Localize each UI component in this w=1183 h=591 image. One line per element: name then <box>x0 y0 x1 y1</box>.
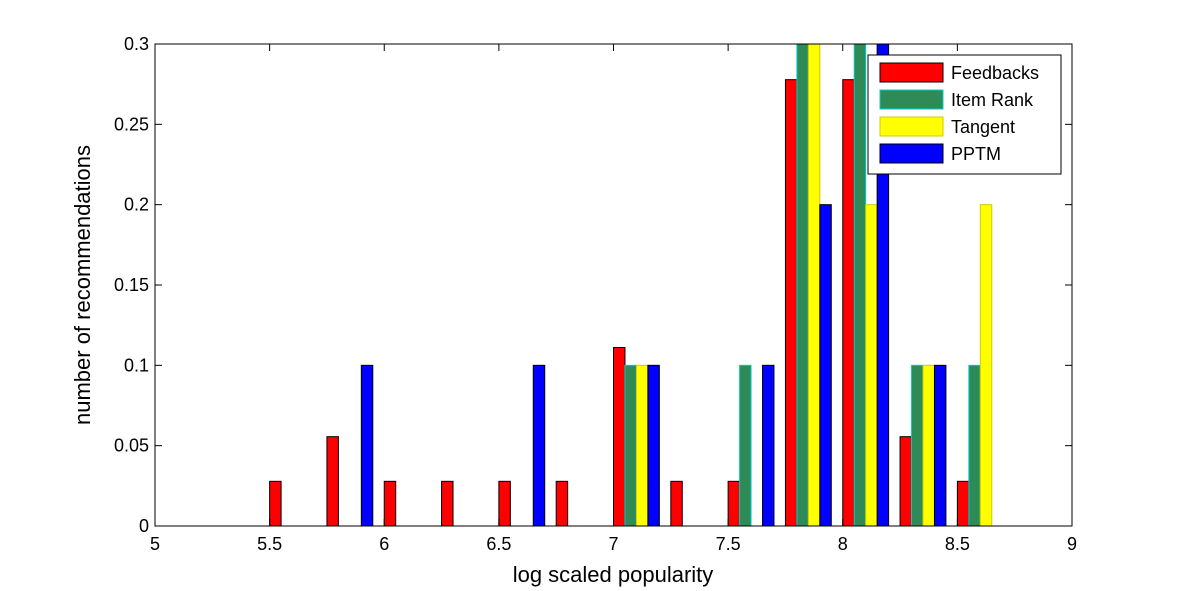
x-tick-label: 8 <box>838 534 848 554</box>
bar-feedbacks-bin-11 <box>784 79 798 527</box>
bar-item-rank-bin-8 <box>624 364 637 527</box>
bar-item-rank-bin-12 <box>853 43 867 527</box>
bar-feedbacks-bin-10 <box>727 480 741 527</box>
bars-layer <box>269 43 993 527</box>
x-tick-label: 5.5 <box>257 534 282 554</box>
y-tick-label: 0.05 <box>114 436 149 456</box>
bar-item-rank-bin-13 <box>911 364 924 527</box>
y-tick-label: 0.3 <box>124 34 149 54</box>
bar-feedbacks-bin-6 <box>498 480 511 527</box>
x-tick-label: 7 <box>608 534 618 554</box>
legend-swatch-feedbacks <box>879 62 944 83</box>
bar-item-rank-bin-10 <box>739 364 752 527</box>
x-tick-label: 9 <box>1067 534 1077 554</box>
y-tick-label: 0.1 <box>124 355 149 375</box>
bar-feedbacks-bin-12 <box>842 79 855 527</box>
legend-label: PPTM <box>951 144 1001 164</box>
x-tick-label: 8.5 <box>945 534 970 554</box>
y-axis-label: number of recommendations <box>70 145 95 425</box>
bar-feedbacks-bin-14 <box>956 480 970 527</box>
y-tick-label: 0.2 <box>124 195 149 215</box>
bar-feedbacks-bin-7 <box>555 480 569 527</box>
bar-pptm-bin-8 <box>647 364 660 527</box>
y-tick-label: 0 <box>139 516 149 536</box>
bar-tangent-bin-12 <box>865 204 878 527</box>
bar-tangent-bin-8 <box>635 364 649 527</box>
x-axis-label: log scaled popularity <box>513 562 714 587</box>
legend-label: Feedbacks <box>951 63 1039 83</box>
bar-item-rank-bin-14 <box>968 364 981 527</box>
bar-feedbacks-bin-3 <box>326 436 339 527</box>
x-tick-label: 6.5 <box>486 534 511 554</box>
x-tick-label: 5 <box>150 534 160 554</box>
axes-layer: 5 5.5 6 6.5 7 7.5 8 8.5 9 0 0.05 0.1 0.15 0.2 0.25 0.3 <box>114 34 1077 554</box>
bar-feedbacks-bin-5 <box>441 480 454 527</box>
bar-feedbacks-bin-4 <box>383 480 397 527</box>
bar-item-rank-bin-11 <box>796 43 809 527</box>
y-tick-label: 0.15 <box>114 275 149 295</box>
legend-swatch-tangent <box>879 116 944 137</box>
bar-pptm-bin-11 <box>819 204 832 527</box>
bar-feedbacks-bin-2 <box>269 480 282 527</box>
bar-tangent-bin-13 <box>922 364 935 527</box>
legend-swatch-pptm <box>879 143 944 164</box>
y-tick-label: 0.25 <box>114 114 149 134</box>
x-tick-label: 7.5 <box>716 534 741 554</box>
legend-label: Tangent <box>951 117 1015 137</box>
bar-pptm-bin-13 <box>933 364 947 527</box>
x-tick-label: 6 <box>379 534 389 554</box>
bar-feedbacks-bin-9 <box>670 480 683 527</box>
legend-label: Item Rank <box>951 90 1034 110</box>
bar-pptm-bin-6 <box>532 364 546 527</box>
bar-pptm-bin-10 <box>762 364 775 527</box>
legend-swatch-item-rank <box>879 89 944 110</box>
legend: Feedbacks Item Rank Tangent PPTM <box>867 54 1062 175</box>
bar-tangent-bin-14 <box>979 204 993 527</box>
bar-pptm-bin-3 <box>360 364 374 527</box>
bar-feedbacks-bin-8 <box>613 347 626 527</box>
bar-feedbacks-bin-13 <box>899 436 913 527</box>
bar-tangent-bin-11 <box>807 43 821 527</box>
